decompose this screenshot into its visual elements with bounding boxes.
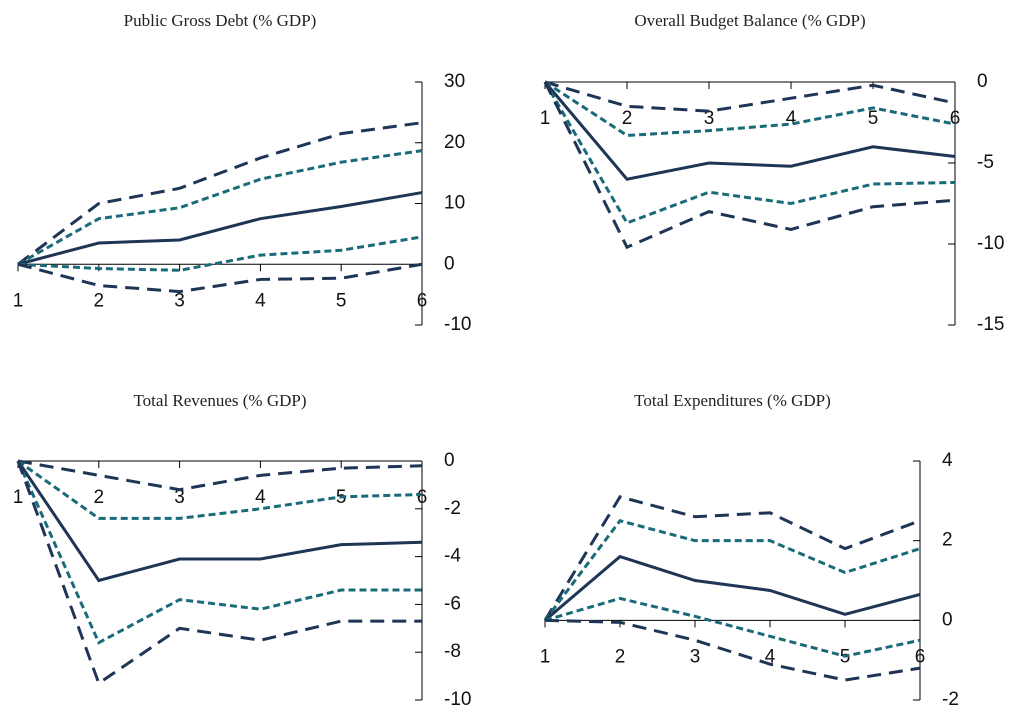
x-tick-label: 2	[615, 646, 626, 667]
chart-title: Public Gross Debt (% GDP)	[124, 11, 317, 30]
y-tick-label: -2	[942, 689, 959, 710]
x-tick-label: 1	[540, 108, 551, 129]
x-tick-label: 4	[255, 487, 266, 508]
y-tick-label: -4	[444, 546, 461, 567]
line-series	[16, 460, 422, 645]
line-series	[543, 495, 921, 622]
line-series	[543, 519, 921, 622]
y-tick-label: 20	[444, 132, 465, 153]
chart-title: Total Revenues (% GDP)	[133, 391, 306, 410]
x-tick-label: 3	[174, 487, 185, 508]
x-tick-label: 4	[255, 290, 266, 311]
line-series	[17, 262, 423, 294]
line-series	[544, 80, 956, 137]
line-series	[17, 459, 423, 492]
x-tick-label: 6	[915, 646, 926, 667]
chart-title: Overall Budget Balance (% GDP)	[634, 11, 865, 30]
line-series	[17, 459, 423, 520]
x-tick-label: 3	[690, 646, 701, 667]
x-tick-label: 1	[540, 646, 551, 667]
y-tick-label: -10	[977, 233, 1004, 254]
y-tick-label: -6	[444, 593, 461, 614]
x-tick-label: 6	[950, 108, 961, 129]
y-tick-label: -10	[444, 689, 471, 710]
x-tick-label: 4	[786, 108, 797, 129]
y-tick-label: 2	[942, 530, 953, 551]
y-tick-label: 0	[942, 609, 953, 630]
x-tick-label: 1	[13, 290, 24, 311]
line-series	[543, 81, 956, 181]
y-tick-label: 10	[444, 193, 465, 214]
y-tick-label: -8	[444, 641, 461, 662]
x-tick-label: 3	[704, 108, 715, 129]
line-series	[544, 554, 921, 622]
x-tick-label: 6	[417, 487, 428, 508]
y-tick-label: 0	[444, 253, 455, 274]
x-tick-label: 2	[94, 290, 105, 311]
line-series	[543, 81, 956, 250]
y-tick-label: -15	[977, 314, 1004, 335]
line-series	[544, 80, 956, 113]
y-tick-label: -5	[977, 152, 994, 173]
line-series	[16, 460, 423, 583]
line-series	[544, 618, 921, 682]
line-series	[17, 121, 423, 266]
line-series	[544, 596, 921, 658]
y-tick-label: 0	[977, 71, 988, 92]
line-series	[16, 460, 422, 686]
x-tick-label: 1	[13, 487, 24, 508]
y-tick-label: 0	[444, 450, 455, 471]
x-tick-label: 2	[622, 108, 633, 129]
x-tick-label: 5	[336, 290, 347, 311]
line-series	[17, 235, 423, 272]
line-series	[17, 191, 423, 266]
y-tick-label: 30	[444, 71, 465, 92]
x-tick-label: 4	[765, 646, 776, 667]
y-tick-label: -2	[444, 498, 461, 519]
line-series	[17, 149, 423, 266]
line-series	[543, 81, 956, 225]
x-tick-label: 5	[868, 108, 879, 129]
x-tick-label: 6	[417, 290, 428, 311]
chart-title: Total Expenditures (% GDP)	[634, 391, 831, 410]
x-tick-label: 2	[94, 487, 105, 508]
y-tick-label: 4	[942, 450, 953, 471]
y-tick-label: -10	[444, 314, 471, 335]
x-tick-label: 3	[174, 290, 185, 311]
